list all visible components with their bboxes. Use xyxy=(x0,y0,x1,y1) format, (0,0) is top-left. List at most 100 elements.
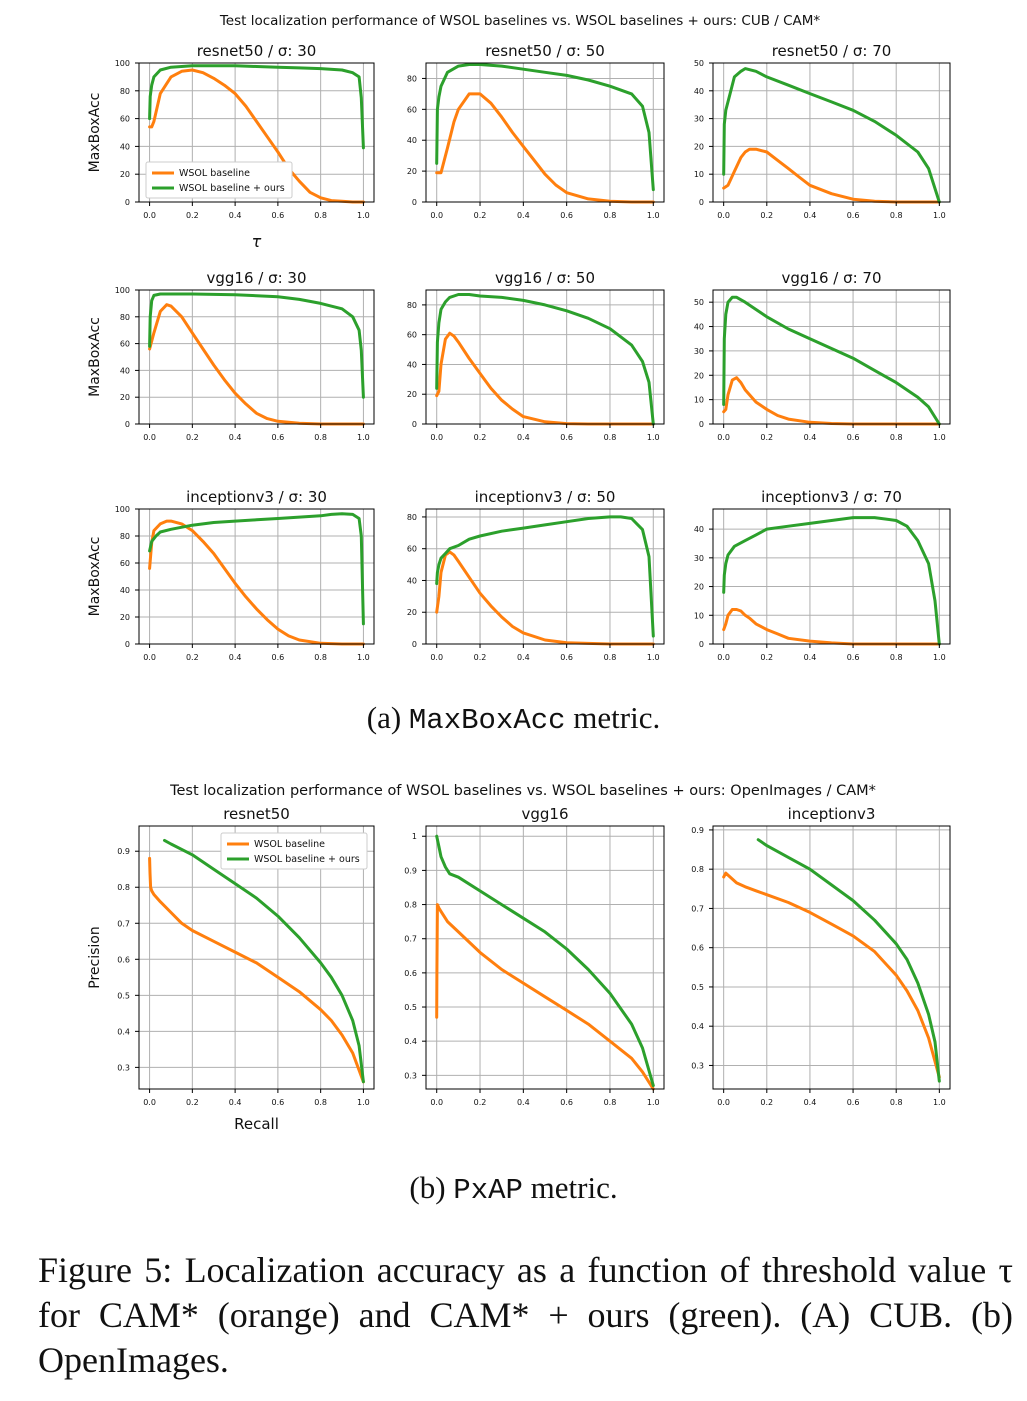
y-tick-label-3: 0.6 xyxy=(117,955,130,964)
y-tick-label-4: 80 xyxy=(120,313,130,322)
x-tick-label-3: 0.6 xyxy=(847,1098,860,1107)
ours-line xyxy=(435,515,655,638)
y-tick-label-0: 0 xyxy=(125,640,130,649)
x-tick-label-5: 1.0 xyxy=(647,211,660,220)
y-tick-label-4: 80 xyxy=(407,301,417,310)
plot-frame xyxy=(425,825,665,1090)
y-tick-label-1: 10 xyxy=(694,170,704,179)
x-tick-label-3: 0.6 xyxy=(560,653,573,662)
y-tick-label-0: 0.3 xyxy=(691,1061,704,1070)
x-tick-label-2: 0.4 xyxy=(804,211,817,220)
panel-title: resnet50 xyxy=(223,805,290,823)
y-tick-label-0: 0.3 xyxy=(404,1071,417,1080)
x-tick-label-0: 0.0 xyxy=(430,433,443,442)
baseline-line xyxy=(148,856,365,1084)
y-tick-label-1: 0.4 xyxy=(691,1022,704,1031)
y-tick-label-5: 0.8 xyxy=(404,901,417,910)
ours-line xyxy=(435,834,655,1088)
y-tick-label-4: 80 xyxy=(120,532,130,541)
x-tick-label-0: 0.0 xyxy=(717,1098,730,1107)
ours-line xyxy=(148,64,365,150)
x-tick-label-4: 0.8 xyxy=(314,1098,327,1107)
y-tick-label-5: 50 xyxy=(694,298,704,307)
panel-title: vgg16 / σ: 70 xyxy=(781,269,881,287)
y-tick-label-2: 20 xyxy=(694,142,704,151)
baseline-line xyxy=(148,519,365,646)
figure-a-panel-2: 0.0 0.2 0.4 0.6 0.8 1.0 0 10 20 30 40 50 resnet50 / … xyxy=(694,42,951,220)
subcaption-a-label: (a) xyxy=(366,700,402,735)
y-tick-label-2: 20 xyxy=(694,371,704,380)
x-tick-label-2: 0.4 xyxy=(517,211,530,220)
y-tick-label-4: 40 xyxy=(694,87,704,96)
y-tick-label-3: 60 xyxy=(407,105,417,114)
x-tick-label-0: 0.0 xyxy=(143,1098,156,1107)
y-tick-label-4: 40 xyxy=(694,323,704,332)
y-tick-label-7: 1 xyxy=(412,832,417,841)
y-tick-label-4: 80 xyxy=(120,87,130,96)
x-tick-label-0: 0.0 xyxy=(430,1098,443,1107)
x-tick-label-3: 0.6 xyxy=(560,211,573,220)
x-tick-label-4: 0.8 xyxy=(314,433,327,442)
x-tick-label-4: 0.8 xyxy=(314,211,327,220)
baseline-line xyxy=(722,376,941,426)
baseline-line xyxy=(435,903,655,1091)
ours-line xyxy=(148,512,365,626)
panel-title: vgg16 / σ: 30 xyxy=(206,269,306,287)
plot-frame xyxy=(138,289,375,425)
baseline-legend-label: WSOL baseline xyxy=(179,168,250,179)
y-tick-label-3: 60 xyxy=(407,545,417,554)
legend-box xyxy=(220,832,368,870)
ours-line xyxy=(435,63,655,192)
x-tick-label-4: 0.8 xyxy=(890,1098,903,1107)
plot-frame xyxy=(712,825,951,1090)
x-tick-label-4: 0.8 xyxy=(314,653,327,662)
x-tick-label-3: 0.6 xyxy=(847,211,860,220)
y-tick-label-3: 30 xyxy=(694,347,704,356)
y-tick-label-6: 0.9 xyxy=(691,826,704,835)
plot-frame xyxy=(138,62,375,203)
x-tick-label-2: 0.4 xyxy=(229,211,242,220)
x-tick-label-1: 0.2 xyxy=(474,653,487,662)
figure-b-panel-0: 0.0 0.2 0.4 0.6 0.8 1.0 0.3 0.4 0.5 0.6 0.7 0.8 0.9 r… xyxy=(87,805,375,1133)
baseline-line xyxy=(148,68,365,204)
x-tick-label-4: 0.8 xyxy=(604,211,617,220)
x-tick-label-1: 0.2 xyxy=(474,211,487,220)
y-tick-label-2: 40 xyxy=(407,136,417,145)
y-tick-label-2: 40 xyxy=(120,366,130,375)
y-tick-label-2: 40 xyxy=(120,586,130,595)
x-tick-label-1: 0.2 xyxy=(760,653,773,662)
x-axis-label: Recall xyxy=(234,1115,279,1133)
y-tick-label-5: 100 xyxy=(115,59,130,68)
x-axis-label: τ xyxy=(252,232,262,251)
x-tick-label-2: 0.4 xyxy=(229,433,242,442)
subcaption-a-metric: MaxBoxAcc xyxy=(408,704,566,737)
x-tick-label-2: 0.4 xyxy=(804,653,817,662)
x-tick-label-2: 0.4 xyxy=(804,1098,817,1107)
x-tick-label-5: 1.0 xyxy=(933,211,946,220)
y-tick-label-1: 20 xyxy=(120,170,130,179)
plot-frame xyxy=(425,508,665,645)
y-tick-label-2: 40 xyxy=(120,142,130,151)
baseline-line xyxy=(435,92,655,204)
y-tick-label-0: 0 xyxy=(412,420,417,429)
y-tick-label-6: 0.9 xyxy=(117,847,130,856)
y-tick-label-1: 20 xyxy=(120,613,130,622)
subcaption-b-suffix: metric. xyxy=(530,1170,618,1205)
plot-frame xyxy=(712,508,951,645)
x-tick-label-0: 0.0 xyxy=(143,653,156,662)
panel-title: inceptionv3 / σ: 50 xyxy=(475,488,616,506)
ours-line xyxy=(722,295,941,426)
y-tick-label-1: 20 xyxy=(407,390,417,399)
y-tick-label-4: 0.7 xyxy=(404,935,417,944)
plot-frame xyxy=(425,289,665,425)
y-tick-label-5: 50 xyxy=(694,59,704,68)
y-tick-label-3: 0.6 xyxy=(404,969,417,978)
x-tick-label-3: 0.6 xyxy=(560,1098,573,1107)
x-tick-label-3: 0.6 xyxy=(272,653,285,662)
y-tick-label-0: 0 xyxy=(412,198,417,207)
x-tick-label-2: 0.4 xyxy=(517,653,530,662)
x-tick-label-2: 0.4 xyxy=(804,433,817,442)
figure-a-panel-6: 0.0 0.2 0.4 0.6 0.8 1.0 0 20 40 60 80 100 inceptionv… xyxy=(87,488,375,662)
x-tick-label-1: 0.2 xyxy=(474,433,487,442)
figure-b-title: Test localization performance of WSOL ba… xyxy=(169,783,876,799)
